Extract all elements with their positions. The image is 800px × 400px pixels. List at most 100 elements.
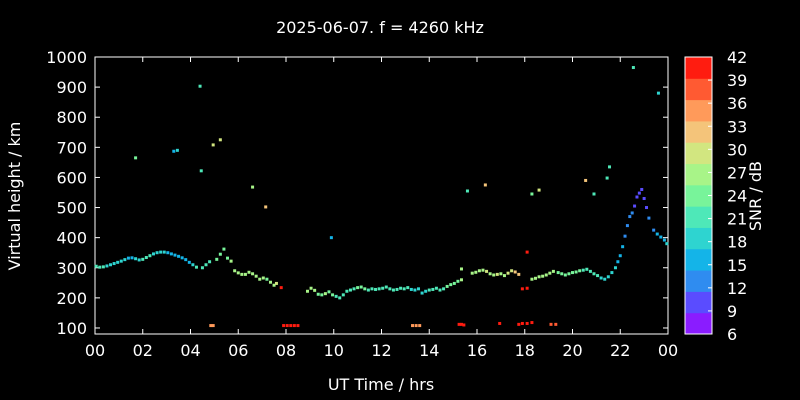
data-point bbox=[630, 211, 634, 215]
data-point bbox=[395, 287, 399, 291]
data-point bbox=[105, 264, 109, 268]
data-point bbox=[226, 256, 230, 260]
data-point bbox=[544, 273, 548, 277]
colorbar-tick-label: 9 bbox=[727, 302, 737, 321]
data-point bbox=[621, 245, 625, 249]
data-point bbox=[637, 191, 641, 195]
data-point bbox=[470, 271, 474, 275]
data-point bbox=[98, 265, 102, 269]
data-point bbox=[175, 148, 179, 152]
data-point bbox=[363, 287, 367, 291]
data-point bbox=[211, 143, 215, 147]
x-tick-label: 06 bbox=[228, 341, 248, 360]
data-point bbox=[510, 269, 514, 273]
x-tick-label: 16 bbox=[467, 341, 487, 360]
data-point bbox=[571, 271, 574, 275]
x-tick-label: 20 bbox=[562, 341, 582, 360]
data-point bbox=[631, 66, 635, 70]
data-point bbox=[635, 195, 639, 199]
data-point bbox=[554, 322, 558, 326]
data-point bbox=[384, 285, 388, 289]
data-point bbox=[254, 274, 258, 278]
chart-title: 2025-06-07. f = 4260 kHz bbox=[276, 18, 484, 37]
data-point bbox=[549, 322, 553, 326]
data-point bbox=[166, 251, 170, 255]
data-point bbox=[134, 156, 138, 160]
colorbar-segment bbox=[685, 184, 712, 207]
y-tick-label: 200 bbox=[56, 289, 87, 308]
colorbar-tick-label: 18 bbox=[727, 233, 747, 252]
data-point bbox=[411, 324, 415, 328]
chart-title-group: 2025-06-07. f = 4260 kHz bbox=[276, 18, 484, 37]
data-point bbox=[409, 287, 413, 291]
data-point bbox=[130, 256, 134, 260]
x-tick-label: 04 bbox=[180, 341, 200, 360]
data-point bbox=[208, 260, 212, 264]
data-point bbox=[370, 287, 374, 291]
data-point bbox=[162, 250, 166, 254]
data-point bbox=[323, 292, 327, 296]
colorbar-tick-label: 42 bbox=[727, 48, 747, 67]
data-point bbox=[424, 289, 428, 293]
colorbar: 6 9 12 15 18 21 24 27 30 33 36 39 42 bbox=[684, 48, 747, 344]
data-point bbox=[187, 260, 191, 264]
data-point bbox=[417, 287, 421, 291]
data-point bbox=[659, 235, 663, 239]
data-point bbox=[413, 288, 417, 292]
data-point bbox=[180, 256, 184, 260]
data-point bbox=[420, 291, 424, 295]
data-point bbox=[366, 288, 370, 292]
data-point bbox=[320, 293, 324, 297]
colorbar-tick-label: 33 bbox=[727, 117, 747, 136]
data-point bbox=[309, 286, 313, 290]
data-point bbox=[159, 250, 163, 254]
data-point bbox=[481, 268, 485, 272]
data-point bbox=[116, 260, 120, 264]
colorbar-segment bbox=[685, 270, 712, 292]
data-point bbox=[442, 287, 446, 291]
data-point bbox=[623, 234, 627, 238]
data-point bbox=[173, 253, 177, 257]
y-tick-label: 700 bbox=[56, 138, 87, 157]
colorbar-segment bbox=[685, 312, 712, 335]
data-point bbox=[465, 189, 469, 193]
data-point bbox=[341, 293, 345, 297]
colorbar-segment bbox=[685, 57, 712, 79]
data-point bbox=[274, 281, 278, 285]
data-point bbox=[506, 271, 510, 275]
data-point bbox=[313, 288, 317, 292]
data-point bbox=[123, 258, 127, 262]
data-point bbox=[625, 224, 629, 228]
data-point bbox=[251, 272, 255, 276]
data-point bbox=[327, 290, 331, 294]
colorbar-segment bbox=[685, 163, 712, 186]
x-tick-label: 12 bbox=[371, 341, 391, 360]
data-point bbox=[560, 272, 564, 276]
data-point bbox=[218, 138, 222, 142]
data-point bbox=[151, 252, 155, 256]
colorbar-tick-label: 36 bbox=[727, 94, 747, 113]
data-point bbox=[533, 276, 537, 280]
data-point bbox=[126, 256, 130, 260]
data-point bbox=[537, 275, 541, 279]
data-point bbox=[229, 259, 233, 263]
data-point bbox=[112, 262, 116, 266]
y-axis: 100 200 300 400 500 600 700 800 900 1000 bbox=[46, 48, 668, 338]
data-point bbox=[258, 277, 262, 281]
data-point bbox=[610, 271, 614, 275]
data-point bbox=[605, 176, 609, 180]
data-point bbox=[596, 274, 600, 278]
data-point bbox=[488, 272, 492, 276]
data-point bbox=[520, 321, 524, 325]
data-point bbox=[296, 324, 300, 328]
x-tick-label: 02 bbox=[133, 341, 153, 360]
data-point bbox=[331, 293, 335, 297]
data-point bbox=[495, 272, 499, 276]
data-point bbox=[603, 277, 607, 281]
data-point bbox=[374, 287, 378, 291]
data-point bbox=[541, 274, 545, 278]
data-point bbox=[240, 272, 244, 276]
data-point bbox=[261, 276, 265, 280]
data-point bbox=[656, 91, 660, 95]
x-tick-label: 14 bbox=[419, 341, 439, 360]
